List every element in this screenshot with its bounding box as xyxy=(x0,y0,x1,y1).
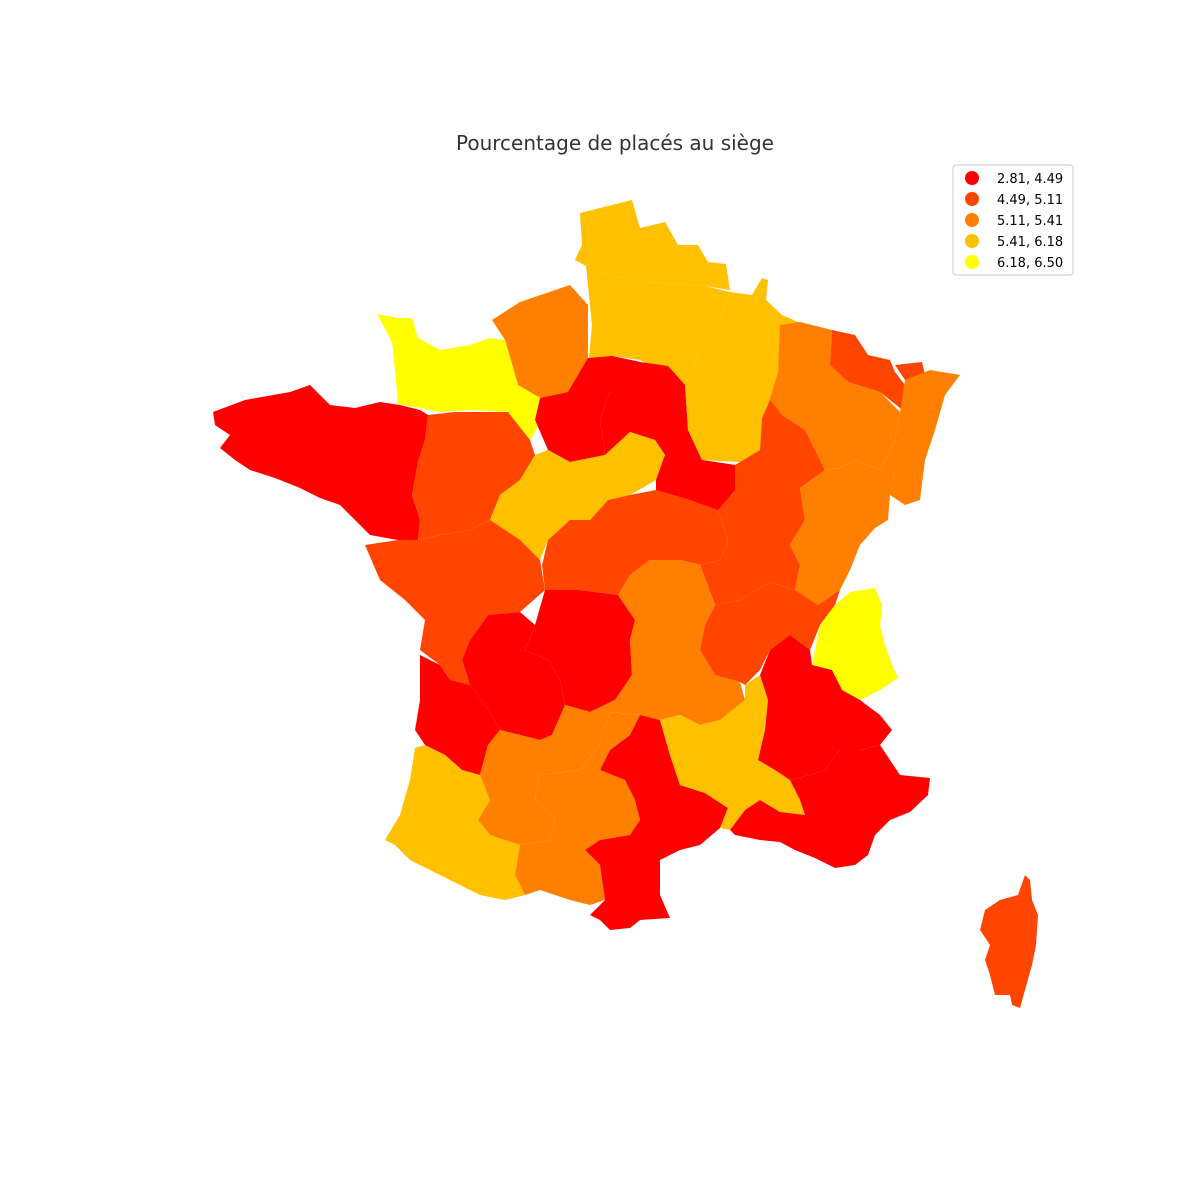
region-loiret-centre xyxy=(490,432,665,560)
legend-label: 6.18, 6.50 xyxy=(997,256,1063,271)
region-agen xyxy=(478,705,610,845)
region-toulouse xyxy=(515,712,640,905)
legend-swatch-icon xyxy=(965,192,979,206)
legend-item: 2.81, 4.49 xyxy=(965,171,1063,187)
legend-label: 4.49, 5.11 xyxy=(997,193,1063,208)
region-moselle xyxy=(830,330,905,412)
region-dordogne xyxy=(462,612,565,740)
region-landes-pau xyxy=(385,745,525,900)
region-grenoble xyxy=(758,635,892,780)
region-rhone xyxy=(700,582,840,685)
region-yonne xyxy=(656,455,735,510)
region-bourgogne-est xyxy=(700,400,825,605)
legend-swatch-icon xyxy=(965,171,979,185)
legend-item: 5.41, 6.18 xyxy=(965,234,1063,250)
region-gironde xyxy=(415,655,500,775)
region-poitou xyxy=(365,520,545,685)
region-aix-provence xyxy=(730,745,930,868)
region-somme-oise xyxy=(492,285,588,398)
legend-item: 4.49, 5.11 xyxy=(965,192,1063,208)
region-normandie-est xyxy=(508,385,542,440)
legend-swatch-icon xyxy=(965,234,979,248)
legend-frame xyxy=(952,164,1074,276)
region-limousin xyxy=(525,590,635,712)
region-franche-comte xyxy=(790,460,895,605)
region-nimes xyxy=(660,675,805,830)
region-corse xyxy=(980,875,1038,1008)
region-ardennes-champagne xyxy=(685,278,798,462)
legend-label: 5.41, 6.18 xyxy=(997,235,1063,250)
region-auvergne xyxy=(590,560,745,725)
map-legend: 2.81, 4.49 4.49, 5.11 5.11, 5.41 5.41, 6… xyxy=(952,164,1074,276)
map-regions xyxy=(213,200,1038,1008)
legend-label: 5.11, 5.41 xyxy=(997,214,1063,229)
region-normandie-ouest xyxy=(377,314,518,412)
region-bretagne xyxy=(213,385,428,540)
map-title: Pourcentage de placés au siège xyxy=(456,131,774,155)
legend-item: 5.11, 5.41 xyxy=(965,213,1063,229)
region-savoie xyxy=(812,588,898,700)
region-montpellier xyxy=(585,715,728,930)
region-aisne xyxy=(586,266,730,385)
legend-item: 6.18, 6.50 xyxy=(965,255,1063,271)
region-bourgogne-ouest xyxy=(542,490,728,595)
legend-swatch-icon xyxy=(965,213,979,227)
region-pays-loire xyxy=(412,412,535,540)
region-nord xyxy=(575,200,730,290)
legend-swatch-icon xyxy=(965,255,979,269)
region-lorraine xyxy=(768,322,900,470)
legend-label: 2.81, 4.49 xyxy=(997,172,1063,187)
region-haut-rhin xyxy=(880,370,960,505)
